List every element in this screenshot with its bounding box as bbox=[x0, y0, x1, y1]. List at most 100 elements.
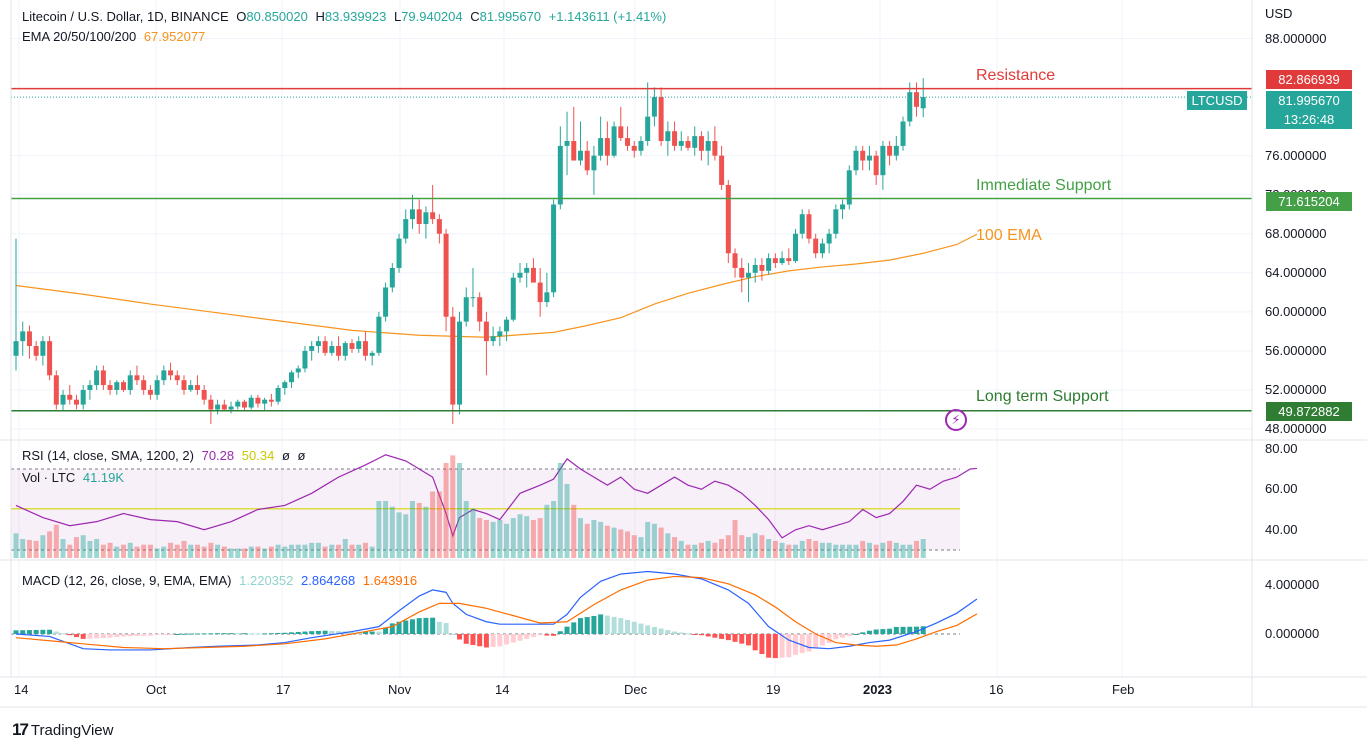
candle-body bbox=[564, 141, 570, 146]
rsi-legend[interactable]: RSI (14, close, SMA, 1200, 2) 70.28 50.3… bbox=[22, 448, 309, 463]
candle-body bbox=[94, 370, 100, 386]
candle-body bbox=[295, 368, 301, 373]
volume-bar bbox=[188, 544, 194, 558]
candle-body bbox=[698, 136, 704, 151]
candle-body bbox=[369, 352, 375, 356]
volume-bar bbox=[383, 501, 389, 558]
price-axis-label: 88.000000 bbox=[1265, 30, 1327, 46]
macd-histogram-bar bbox=[873, 629, 879, 634]
volume-bar bbox=[470, 508, 476, 558]
candle-body bbox=[913, 92, 919, 107]
volume-bar bbox=[477, 518, 483, 558]
time-axis-label: Dec bbox=[624, 682, 648, 697]
volume-bar bbox=[571, 504, 577, 558]
candle-body bbox=[604, 138, 610, 156]
candle-body bbox=[645, 116, 651, 142]
macd-histogram-bar bbox=[665, 630, 671, 634]
candle-body bbox=[430, 212, 436, 220]
ohlc-low: L79.940204 bbox=[393, 9, 463, 24]
candle-body bbox=[194, 385, 200, 390]
candle-body bbox=[537, 282, 543, 303]
macd-histogram-bar bbox=[20, 630, 26, 634]
macd-histogram-bar bbox=[732, 634, 738, 642]
volume-bar bbox=[651, 523, 657, 558]
tradingview-logo[interactable]: 17 TradingView bbox=[12, 720, 113, 740]
bar-countdown: 13:26:48 bbox=[1283, 112, 1335, 127]
tradingview-logo-icon: 17 bbox=[12, 720, 29, 739]
volume-bar bbox=[598, 521, 604, 558]
volume-bar bbox=[134, 546, 140, 558]
macd-histogram-bar bbox=[309, 631, 315, 634]
volume-bar bbox=[712, 542, 718, 558]
macd-histogram-bar bbox=[121, 634, 127, 637]
macd-histogram-bar bbox=[161, 634, 167, 635]
candle-body bbox=[470, 297, 476, 299]
volume-legend[interactable]: Vol · LTC 41.19K bbox=[22, 470, 128, 485]
candle-body bbox=[33, 346, 39, 356]
volume-bar bbox=[517, 514, 523, 558]
volume-bar bbox=[121, 544, 127, 558]
candle-body bbox=[67, 394, 73, 400]
volume-bar bbox=[168, 542, 174, 558]
macd-histogram-bar bbox=[134, 634, 140, 637]
volume-bar bbox=[241, 548, 247, 558]
macd-panel bbox=[11, 570, 978, 659]
macd-legend[interactable]: MACD (12, 26, close, 9, EMA, EMA) 1.2203… bbox=[22, 573, 421, 588]
candle-body bbox=[685, 141, 691, 148]
volume-bar bbox=[658, 527, 664, 558]
currency-label: USD bbox=[1265, 6, 1293, 21]
macd-histogram-bar bbox=[618, 618, 624, 634]
macd-histogram-bar bbox=[497, 634, 503, 647]
macd-histogram-bar bbox=[692, 634, 698, 635]
lightning-bolt-icon[interactable]: ⚡ bbox=[945, 409, 967, 431]
candle-body bbox=[577, 150, 583, 161]
volume-bar bbox=[154, 548, 160, 558]
candle-body bbox=[362, 341, 368, 356]
time-axis-label: 14 bbox=[495, 682, 510, 697]
candle-body bbox=[598, 138, 604, 156]
candle-body bbox=[819, 243, 825, 254]
macd-histogram-bar bbox=[349, 631, 355, 634]
volume-bar bbox=[752, 533, 758, 558]
volume-bar bbox=[114, 546, 120, 558]
macd-axis-label: 4.000000 bbox=[1265, 577, 1320, 592]
macd-histogram-bar bbox=[215, 633, 221, 635]
candle-body bbox=[20, 331, 26, 342]
volume-bar bbox=[611, 527, 617, 558]
volume-bar bbox=[873, 544, 879, 558]
immediate-support-price-tag: 71.615204 bbox=[1266, 192, 1352, 211]
candle-body bbox=[268, 399, 274, 402]
candle-body bbox=[739, 267, 745, 278]
volume-bar bbox=[497, 520, 503, 558]
macd-histogram-bar bbox=[860, 632, 866, 634]
ohlc-high: H83.939923 bbox=[315, 9, 387, 24]
candle-body bbox=[174, 375, 180, 381]
candles bbox=[13, 78, 926, 425]
ema-legend[interactable]: EMA 20/50/100/200 67.952077 bbox=[22, 29, 209, 44]
macd-histogram-bar bbox=[416, 618, 422, 634]
candle-body bbox=[907, 92, 913, 122]
macd-histogram-bar bbox=[396, 621, 402, 634]
candle-body bbox=[510, 277, 516, 320]
volume-bar bbox=[457, 463, 463, 558]
candle-body bbox=[873, 155, 879, 176]
pane-separators bbox=[0, 0, 1367, 708]
candle-body bbox=[571, 141, 577, 161]
candle-body bbox=[436, 219, 442, 234]
volume-bar bbox=[732, 520, 738, 558]
volume-bar bbox=[302, 544, 308, 558]
volume-bar bbox=[504, 523, 510, 558]
macd-histogram-bar bbox=[685, 633, 691, 635]
gridlines bbox=[11, 0, 1252, 677]
macd-histogram-bar bbox=[13, 630, 19, 634]
time-axis-label: 14 bbox=[14, 682, 29, 697]
volume-bar bbox=[739, 535, 745, 558]
macd-histogram-bar bbox=[141, 634, 147, 636]
macd-histogram-bar bbox=[181, 633, 187, 635]
candle-body bbox=[712, 141, 718, 156]
volume-bar bbox=[900, 544, 906, 558]
candle-body bbox=[450, 316, 456, 405]
candle-body bbox=[248, 397, 254, 408]
macd-histogram-bar bbox=[638, 623, 644, 634]
volume-bar bbox=[342, 539, 348, 558]
